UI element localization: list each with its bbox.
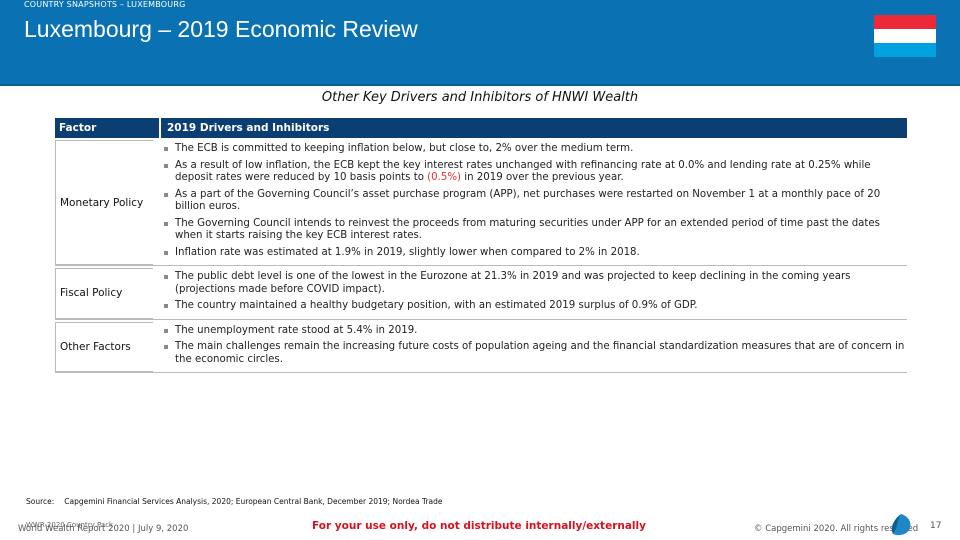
bullet: The country maintained a healthy budgeta… (159, 299, 907, 316)
page-number: 17 (930, 521, 942, 531)
bullet: The public debt level is one of the lowe… (159, 270, 907, 299)
bullet: Inflation rate was estimated at 1.9% in … (159, 246, 907, 263)
footer-report: World Wealth Report 2020 | July 9, 2020 (18, 524, 189, 534)
slide-title: Luxembourg – 2019 Economic Review (24, 16, 418, 42)
logo (891, 514, 911, 536)
source: Source: Capgemini Financial Services Anal… (26, 497, 443, 506)
bullet-text: (0.5%) (427, 172, 462, 183)
table-row: Fiscal Policy The public debt level is on… (55, 268, 907, 320)
subtitle: Other Key Drivers and Inhibitors of HNWI… (321, 90, 639, 105)
bullet-list: The ECB is committed to keeping inflatio… (159, 140, 907, 265)
bullet-list: The unemployment rate stood at 5.4% in 2… (159, 322, 907, 373)
bullet-text: The unemployment rate stood at 5.4% in 2… (175, 324, 418, 336)
flag (874, 15, 936, 57)
source-label: Source: (26, 497, 55, 506)
column-header: Factor (59, 122, 97, 134)
table-row: Monetary Policy The ECB is committed to k… (55, 140, 907, 266)
bullet-text: As a result of low inflation, the ECB ke… (175, 159, 871, 184)
bullet: As a result of low inflation, the ECB ke… (159, 159, 907, 188)
bullet-text: The country maintained a healthy budgeta… (175, 300, 698, 311)
header-band: COUNTRY SNAPSHOTS – LUXEMBOURG Luxembour… (0, 0, 960, 86)
bullet: As a part of the Governing Council’s ass… (159, 188, 907, 217)
bullet-text: The ECB is committed to keeping inflatio… (175, 143, 634, 154)
footer-pack: WWR 2020 Country Pack (26, 521, 114, 529)
bullet-text: in 2019 over the previous year. (461, 172, 624, 183)
factor-cell: Monetary Policy (55, 140, 153, 265)
bullet: The ECB is committed to keeping inflatio… (159, 142, 907, 159)
bullet: The unemployment rate stood at 5.4% in 2… (159, 324, 907, 341)
factor-cell: Fiscal Policy (55, 268, 153, 319)
bullet-text: The public debt level is one of the lowe… (175, 271, 851, 295)
footer-copyright: © Capgemini 2020. All rights reserved (754, 524, 919, 534)
bullet-text: As a part of the Governing Council’s ass… (175, 188, 881, 213)
bullet-text: The main challenges remain the increasin… (175, 341, 905, 365)
bullet: The main challenges remain the increasin… (159, 340, 907, 369)
table: Factor 2019 Drivers and Inhibitors Monet… (55, 118, 907, 373)
column-header: 2019 Drivers and Inhibitors (159, 118, 329, 138)
bullet-list: The public debt level is one of the lowe… (159, 268, 907, 319)
factor-cell: Other Factors (55, 321, 153, 372)
table-row: Other Factors The unemployment rate stood… (55, 321, 907, 373)
bullet: The Governing Council intends to reinves… (159, 217, 907, 246)
footer-notice: For your use only, do not distribute int… (312, 520, 646, 532)
source-text: Capgemini Financial Services Analysis, 2… (64, 497, 443, 506)
section-label: COUNTRY SNAPSHOTS – LUXEMBOURG (24, 0, 186, 9)
table-header: Factor 2019 Drivers and Inhibitors (55, 118, 907, 138)
bullet-text: The Governing Council intends to reinves… (175, 217, 880, 242)
bullet-text: Inflation rate was estimated at 1.9% in … (175, 246, 640, 258)
